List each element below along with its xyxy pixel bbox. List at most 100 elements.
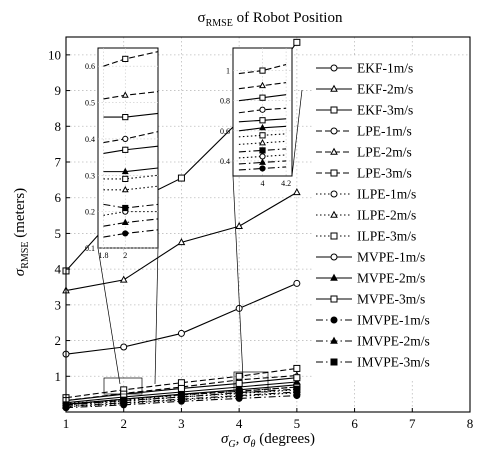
inset-data-point [259,165,266,172]
series-line [65,386,297,404]
legend-label: EKF-2m/s [357,82,413,97]
x-tick-label: 4 [236,416,243,431]
inset-series-line [238,148,287,153]
inset-data-point [122,175,129,183]
data-point [177,393,185,401]
data-point [177,238,186,246]
legend-label: ILPE-2m/s [357,208,416,223]
inset-data-point [259,147,266,154]
inset-data-point [259,153,266,160]
inset-series-line [238,166,287,171]
inset-data-point [259,81,266,89]
legend-marker [330,358,338,366]
y-axis-label: σRMSE (meters) [12,188,31,276]
x-axis-label: σG, σθ (degrees) [221,431,315,450]
inset-data-point [121,167,129,175]
legend-item: MVPE-1m/s [316,250,425,265]
inset-data-point [259,67,266,74]
data-point [235,379,243,387]
zoom-connector [291,89,303,177]
series-line [65,367,297,399]
data-point [293,364,301,372]
data-point [235,372,243,380]
data-point [177,329,185,337]
data-point [293,279,301,287]
legend-label: EKF-3m/s [357,103,413,118]
data-point [235,389,243,397]
inset-series-line [103,203,159,209]
legend-label: LPE-1m/s [357,124,412,139]
inset-y-tick-label: 0.6 [220,127,230,136]
chart-title: σRMSE of Robot Position [198,10,343,29]
legend-marker [330,147,338,155]
y-tick-label: 1 [55,369,62,384]
x-tick-label: 3 [178,416,185,431]
data-point [177,174,185,182]
legend-label: IMVPE-2m/s [357,334,430,349]
inset-x-tick-label: 1.8 [98,251,108,260]
y-tick-label: 3 [55,297,62,312]
inset-series-line [103,229,159,238]
inset-y-tick-label: 0.1 [85,244,95,253]
inset-data-point [259,138,266,146]
legend-marker [330,295,338,303]
series-line [65,392,297,408]
x-tick-label: 5 [294,416,301,431]
inset-y-tick-label: 0.5 [85,99,95,108]
inset-data-point [259,117,266,124]
legend-item: LPE-2m/s [316,145,412,160]
legend-marker [330,84,338,92]
inset-data-point [259,123,266,131]
data-point [293,377,301,385]
data-point [120,343,128,351]
legend-item: IMVPE-2m/s [316,334,430,349]
legend-marker [330,169,338,177]
legend-marker [330,253,338,261]
plot-frame [65,36,471,413]
y-tick-label: 2 [55,333,62,348]
inset-data-point [122,146,129,153]
inset-y-tick-label: 1 [226,67,230,76]
inset-data-point [121,91,129,98]
data-point [293,38,301,46]
y-tick-label: 4 [55,262,62,277]
legend-label: MVPE-1m/s [357,250,425,265]
legend-label: IMVPE-1m/s [357,313,430,328]
series-EKF-1m/s [62,279,301,358]
legend-item: ILPE-2m/s [316,208,416,223]
inset-y-tick-label: 0.4 [85,135,95,144]
zoom-connector [97,247,121,385]
legend-item: LPE-3m/s [316,166,412,181]
data-point [235,221,243,230]
legend-label: ILPE-3m/s [357,229,416,244]
y-tick-label: 6 [55,190,62,205]
legend-item: IMVPE-3m/s [316,355,430,370]
inset-data-point [259,158,266,165]
x-tick-label: 8 [467,416,474,431]
inset-x-tick-label: 4.2 [281,179,291,188]
inset-data-point [259,94,266,101]
inset-data-point [259,132,266,139]
series-layer [62,38,301,412]
y-tick-label: 10 [48,47,61,62]
y-tick-label: 8 [55,119,62,134]
legend-label: MVPE-3m/s [357,292,425,307]
x-tick-label: 1 [63,416,70,431]
zoom-region [103,377,143,395]
inset-data-point [121,218,129,225]
legend-item: MVPE-3m/s [316,292,425,307]
legend-label: LPE-3m/s [357,166,412,181]
inset-data-point [122,204,129,212]
inset-data-point [121,185,129,193]
legend-label: ILPE-1m/s [357,187,416,202]
legend-item: EKF-3m/s [316,103,413,118]
legend-marker [330,64,338,72]
inset-series-line [103,218,159,227]
data-point [177,384,185,392]
legend-marker [330,210,338,218]
legend-label: LPE-2m/s [357,145,412,160]
inset-x-tick-label: 4 [261,179,265,188]
x-tick-label: 2 [120,416,127,431]
legend-marker [330,316,338,324]
